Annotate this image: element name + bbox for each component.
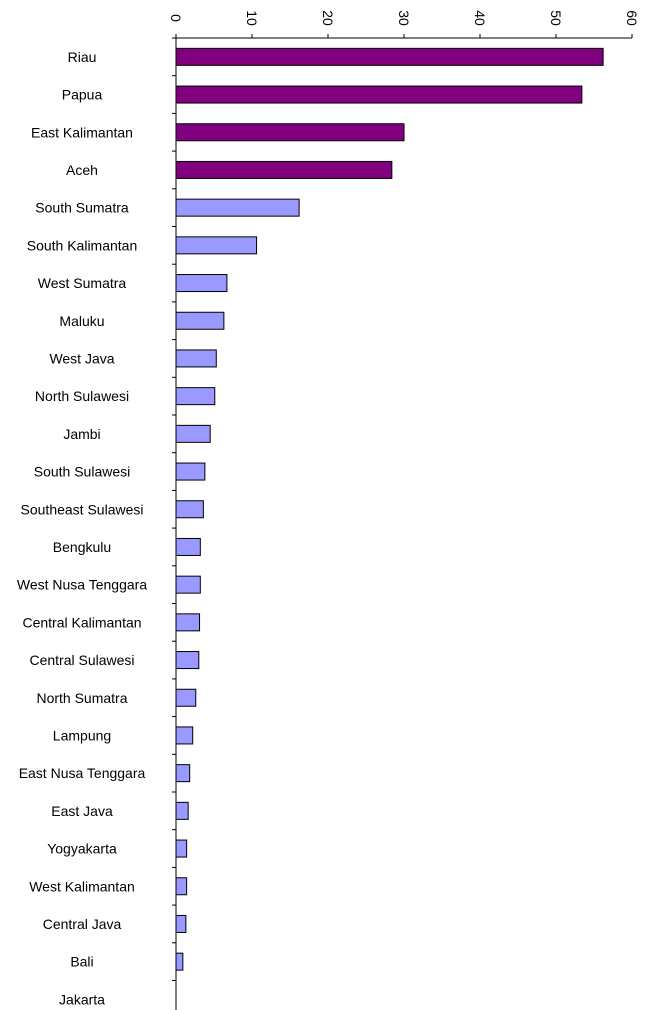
bar <box>175 726 194 745</box>
category-label: Papua <box>62 87 103 103</box>
bar <box>175 500 204 519</box>
bar <box>175 462 206 481</box>
bar <box>175 764 191 783</box>
category-label: West Sumatra <box>38 275 127 291</box>
bar <box>175 387 216 406</box>
bar <box>175 236 258 255</box>
bar <box>175 85 583 104</box>
bar <box>175 123 405 142</box>
value-tick-label: 20 <box>320 10 336 26</box>
category-label: Lampung <box>53 727 111 743</box>
bar <box>175 839 188 858</box>
category-label: Bengkulu <box>53 539 111 555</box>
bar <box>175 613 201 632</box>
value-tick-label: 10 <box>244 10 260 26</box>
category-label: Southeast Sulawesi <box>21 501 144 517</box>
category-label: Central Java <box>43 916 122 932</box>
category-label: North Sumatra <box>36 690 127 706</box>
bar <box>175 575 201 594</box>
bar <box>175 801 189 820</box>
value-tick-label: 60 <box>624 10 640 26</box>
value-tick-label: 30 <box>396 10 412 26</box>
value-tick-label: 50 <box>548 10 564 26</box>
category-label: Jakarta <box>59 991 105 1007</box>
bar <box>175 47 604 66</box>
category-label: West Kalimantan <box>29 878 135 894</box>
bar <box>175 349 217 368</box>
bar <box>175 877 188 896</box>
category-label: Central Kalimantan <box>22 614 141 630</box>
bar <box>175 198 300 217</box>
category-label: South Sumatra <box>35 200 129 216</box>
category-label: East Java <box>51 803 113 819</box>
category-label: South Kalimantan <box>27 237 138 253</box>
category-label: Aceh <box>66 162 98 178</box>
bar <box>175 688 197 707</box>
bar <box>175 424 211 443</box>
category-label: West Nusa Tenggara <box>17 577 147 593</box>
category-label: East Nusa Tenggara <box>19 765 146 781</box>
category-label: West Java <box>49 350 114 366</box>
category-label: Bali <box>70 954 93 970</box>
category-label: Riau <box>68 49 97 65</box>
bar <box>175 274 228 293</box>
bar <box>175 914 187 933</box>
value-tick-label: 0 <box>168 14 184 22</box>
bar <box>175 537 201 556</box>
category-label: South Sulawesi <box>34 464 131 480</box>
bar <box>175 651 200 670</box>
bars-group <box>175 47 604 971</box>
bar <box>175 952 184 971</box>
category-label: Jambi <box>63 426 100 442</box>
category-label: Maluku <box>59 313 104 329</box>
value-tick-label: 40 <box>472 10 488 26</box>
bar <box>175 160 393 179</box>
category-label: Yogyakarta <box>47 841 117 857</box>
value-axis: 0 10 20 30 40 50 60 <box>168 10 640 1010</box>
category-labels: Riau Papua East Kalimantan Aceh South Sumatr… <box>17 49 147 1007</box>
category-label: East Kalimantan <box>31 124 133 140</box>
category-label: North Sulawesi <box>35 388 129 404</box>
category-label: Central Sulawesi <box>29 652 134 668</box>
bar <box>175 311 225 330</box>
